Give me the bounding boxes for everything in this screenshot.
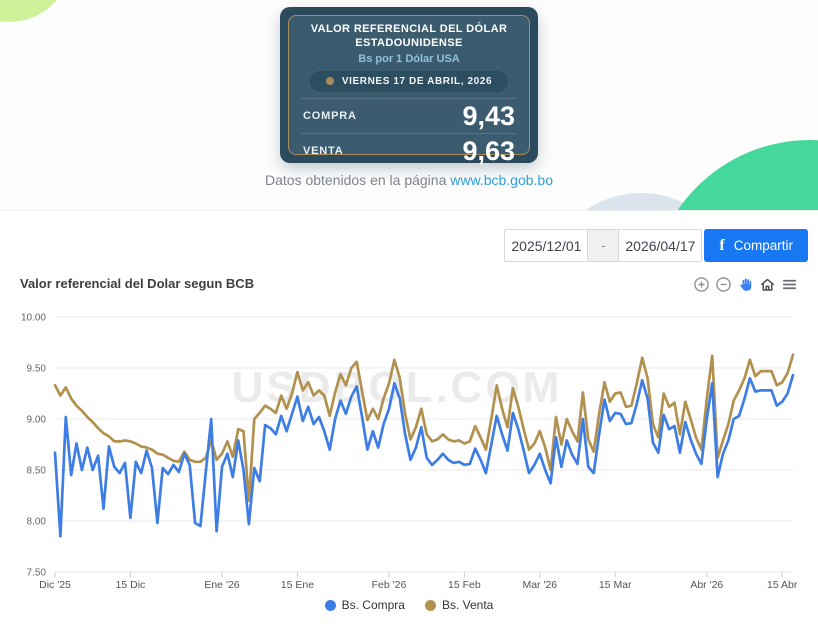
compra-row: COMPRA 9,43 <box>301 97 517 133</box>
rate-card: VALOR REFERENCIAL DEL DÓLAR ESTADOUNIDEN… <box>280 7 538 164</box>
rate-card-inner: VALOR REFERENCIAL DEL DÓLAR ESTADOUNIDEN… <box>288 15 530 164</box>
facebook-icon: f <box>719 236 725 254</box>
venta-label: VENTA <box>303 145 344 157</box>
legend-dot-compra <box>324 599 336 611</box>
zoom-out-icon[interactable] <box>715 276 732 293</box>
svg-text:Mar '26: Mar '26 <box>522 579 557 591</box>
svg-text:9.00: 9.00 <box>27 415 47 426</box>
date-to-input[interactable] <box>618 229 703 262</box>
svg-text:15 Ene: 15 Ene <box>281 579 314 591</box>
svg-text:15 Mar: 15 Mar <box>599 579 632 591</box>
svg-text:Abr '26: Abr '26 <box>690 579 723 591</box>
source-note: Datos obtenidos en la página www.bcb.gob… <box>0 172 818 188</box>
legend-dot-venta <box>424 599 436 611</box>
legend-label-venta: Bs. Venta <box>441 598 494 612</box>
chart-legend: Bs. Compra Bs. Venta <box>0 598 818 612</box>
bcb-link[interactable]: www.bcb.gob.bo <box>450 172 553 188</box>
date-pill: VIERNES 17 DE ABRIL, 2026 <box>309 70 509 92</box>
chart-toolbar <box>693 276 798 293</box>
menu-icon[interactable] <box>781 276 798 293</box>
compra-value: 9,43 <box>462 100 515 131</box>
legend-item-venta[interactable]: Bs. Venta <box>424 598 494 612</box>
share-button-label: Compartir <box>733 238 793 253</box>
source-note-text: Datos obtenidos en la página <box>265 172 451 188</box>
svg-text:Ene '26: Ene '26 <box>204 579 239 591</box>
svg-text:Feb '26: Feb '26 <box>372 579 407 591</box>
venta-row: VENTA 9,63 <box>301 132 517 168</box>
svg-text:15 Abr: 15 Abr <box>767 579 798 591</box>
date-range-controls: - f Compartir <box>504 229 808 262</box>
svg-text:7.50: 7.50 <box>27 568 47 579</box>
svg-text:8.00: 8.00 <box>27 517 47 528</box>
venta-value: 9,63 <box>462 135 515 166</box>
legend-label-compra: Bs. Compra <box>341 598 405 612</box>
chart-title: Valor referencial del Dolar segun BCB <box>20 276 255 291</box>
rate-card-subtitle: Bs por 1 Dólar USA <box>358 52 460 65</box>
compra-label: COMPRA <box>303 110 357 122</box>
date-from-input[interactable] <box>504 229 589 262</box>
svg-text:Dic '25: Dic '25 <box>39 579 71 591</box>
zoom-in-icon[interactable] <box>693 276 710 293</box>
svg-text:15 Dic: 15 Dic <box>116 579 146 591</box>
svg-text:8.50: 8.50 <box>27 466 47 477</box>
svg-text:9.50: 9.50 <box>27 364 47 375</box>
hero-section: VALOR REFERENCIAL DEL DÓLAR ESTADOUNIDEN… <box>0 0 818 211</box>
svg-text:10.00: 10.00 <box>21 313 46 324</box>
gold-dot-icon <box>325 77 334 85</box>
pan-hand-icon[interactable] <box>737 276 754 293</box>
date-pill-text: VIERNES 17 DE ABRIL, 2026 <box>341 75 493 87</box>
reset-home-icon[interactable] <box>759 276 776 293</box>
legend-item-compra[interactable]: Bs. Compra <box>324 598 405 612</box>
facebook-share-button[interactable]: f Compartir <box>704 229 808 262</box>
decor-lime-blob <box>0 0 72 22</box>
date-range-separator: - <box>588 229 619 262</box>
rate-card-title: VALOR REFERENCIAL DEL DÓLAR ESTADOUNIDEN… <box>310 23 508 49</box>
svg-text:15 Feb: 15 Feb <box>448 579 481 591</box>
